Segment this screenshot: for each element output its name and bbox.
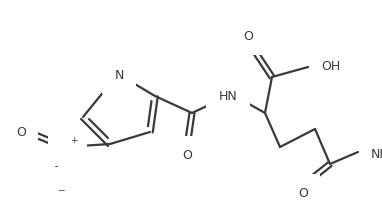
Text: O: O [243, 30, 253, 43]
Text: N: N [114, 69, 124, 82]
Text: O: O [298, 187, 308, 200]
Text: HN: HN [219, 90, 237, 103]
Text: OH: OH [321, 60, 340, 73]
Text: O: O [47, 180, 57, 193]
Text: O: O [182, 149, 192, 162]
Text: NH₂: NH₂ [371, 148, 382, 161]
Text: −: − [57, 185, 65, 194]
Text: N: N [60, 141, 70, 154]
Text: H: H [115, 60, 123, 70]
Text: +: + [70, 136, 78, 145]
Text: O: O [16, 126, 26, 139]
